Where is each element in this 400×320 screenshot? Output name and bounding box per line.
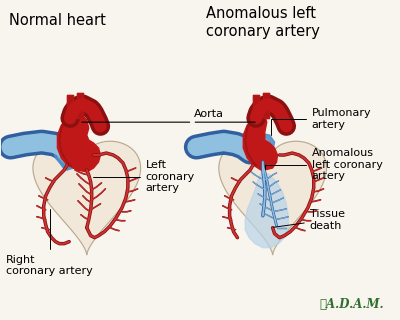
Polygon shape (219, 141, 326, 255)
Polygon shape (58, 143, 74, 170)
Text: Left
coronary
artery: Left coronary artery (93, 160, 195, 193)
Polygon shape (33, 141, 140, 255)
Polygon shape (54, 135, 89, 170)
Text: Anomalous left
coronary artery: Anomalous left coronary artery (206, 6, 320, 39)
Text: Tissue
death: Tissue death (274, 209, 345, 230)
Text: Pulmonary
artery: Pulmonary artery (271, 108, 371, 135)
Polygon shape (56, 138, 82, 163)
Text: Normal heart: Normal heart (8, 13, 105, 28)
Polygon shape (243, 118, 267, 170)
Polygon shape (58, 112, 100, 172)
Text: Aorta: Aorta (194, 109, 224, 119)
Polygon shape (59, 118, 71, 166)
Polygon shape (245, 172, 288, 248)
Polygon shape (245, 118, 257, 166)
Polygon shape (242, 133, 274, 165)
Polygon shape (245, 137, 271, 161)
Text: Right
coronary artery: Right coronary artery (6, 209, 92, 276)
Text: ❧A.D.A.M.: ❧A.D.A.M. (320, 298, 384, 311)
Text: Anomalous
left coronary
artery: Anomalous left coronary artery (265, 148, 383, 181)
Polygon shape (245, 113, 278, 170)
